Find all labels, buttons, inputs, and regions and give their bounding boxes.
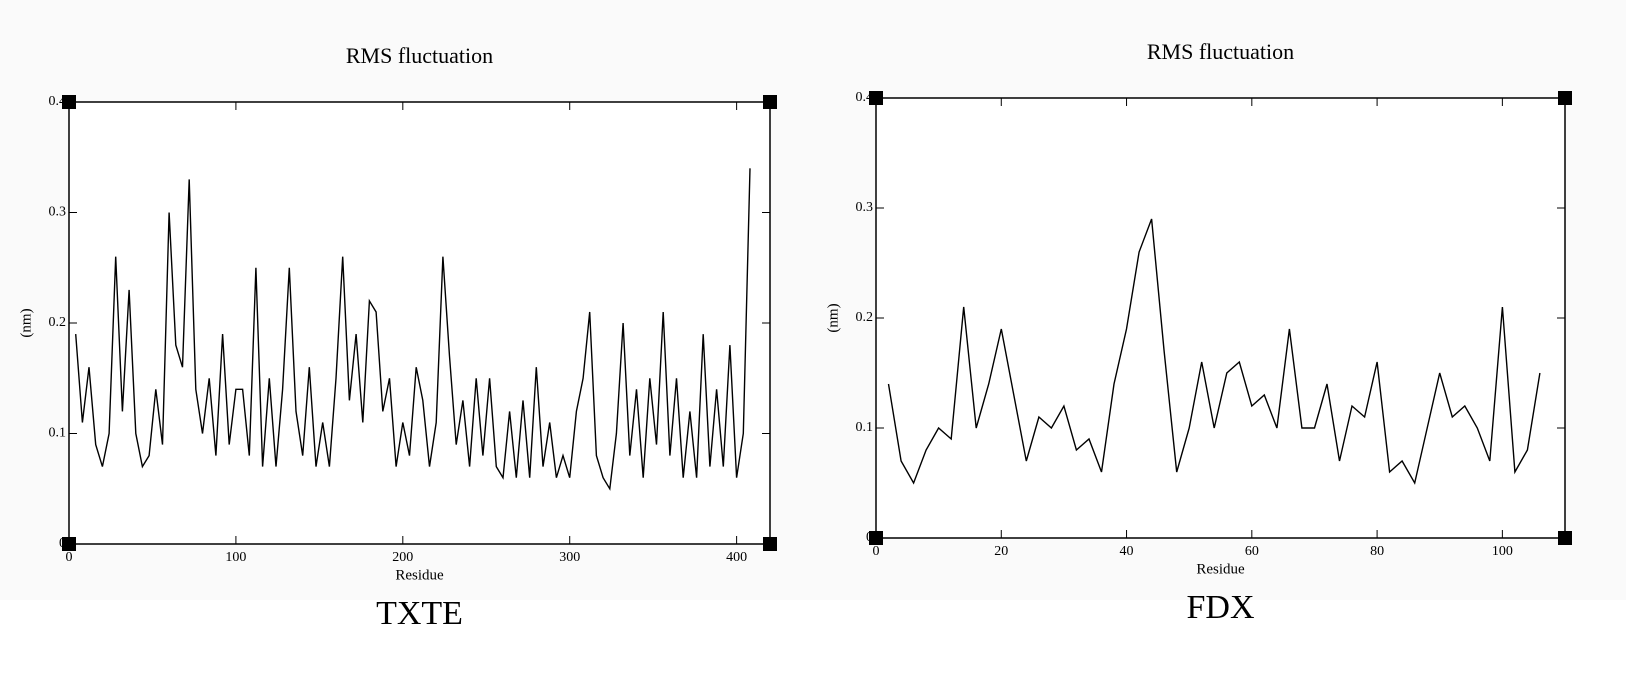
y-axis-label: (nm) bbox=[825, 303, 841, 332]
x-tick-label: 80 bbox=[1370, 544, 1384, 559]
y-tick-label: 0.4 bbox=[856, 90, 874, 105]
chart-title: RMS fluctuation bbox=[1147, 39, 1294, 64]
y-tick-label: 0.3 bbox=[49, 205, 67, 220]
x-tick-label: 100 bbox=[1492, 544, 1513, 559]
x-tick-label: 300 bbox=[559, 550, 580, 565]
y-axis-label: (nm) bbox=[18, 308, 34, 337]
corner-handle bbox=[869, 91, 883, 105]
x-tick-label: 400 bbox=[726, 550, 747, 565]
corner-handle bbox=[1558, 91, 1572, 105]
x-axis-label: Residue bbox=[395, 567, 444, 583]
caption: FDX bbox=[1186, 589, 1254, 626]
y-tick-label: 0.1 bbox=[856, 420, 874, 435]
chart-title: RMS fluctuation bbox=[346, 43, 493, 68]
x-tick-label: 0 bbox=[873, 544, 880, 559]
x-tick-label: 0 bbox=[66, 550, 73, 565]
corner-handle bbox=[62, 537, 76, 551]
y-tick-label: 0.1 bbox=[49, 426, 67, 441]
corner-handle bbox=[869, 531, 883, 545]
x-tick-label: 20 bbox=[994, 544, 1008, 559]
y-tick-label: 0.2 bbox=[49, 315, 67, 330]
corner-handle bbox=[62, 95, 76, 109]
data-line bbox=[887, 218, 1541, 485]
y-tick-label: 0.3 bbox=[856, 200, 874, 215]
y-tick-label: 0.2 bbox=[856, 310, 874, 325]
x-tick-label: 200 bbox=[392, 550, 413, 565]
x-tick-label: 100 bbox=[225, 550, 246, 565]
x-tick-label: 40 bbox=[1120, 544, 1134, 559]
x-axis-label: Residue bbox=[1196, 561, 1245, 577]
corner-handle bbox=[1558, 531, 1572, 545]
caption: TXTE bbox=[376, 595, 463, 632]
data-line bbox=[75, 168, 751, 491]
plot-frame bbox=[68, 101, 771, 545]
x-tick-label: 60 bbox=[1245, 544, 1259, 559]
plot-frame bbox=[875, 97, 1566, 539]
corner-handle bbox=[763, 95, 777, 109]
corner-handle bbox=[763, 537, 777, 551]
y-tick-label: 0.4 bbox=[49, 94, 67, 109]
